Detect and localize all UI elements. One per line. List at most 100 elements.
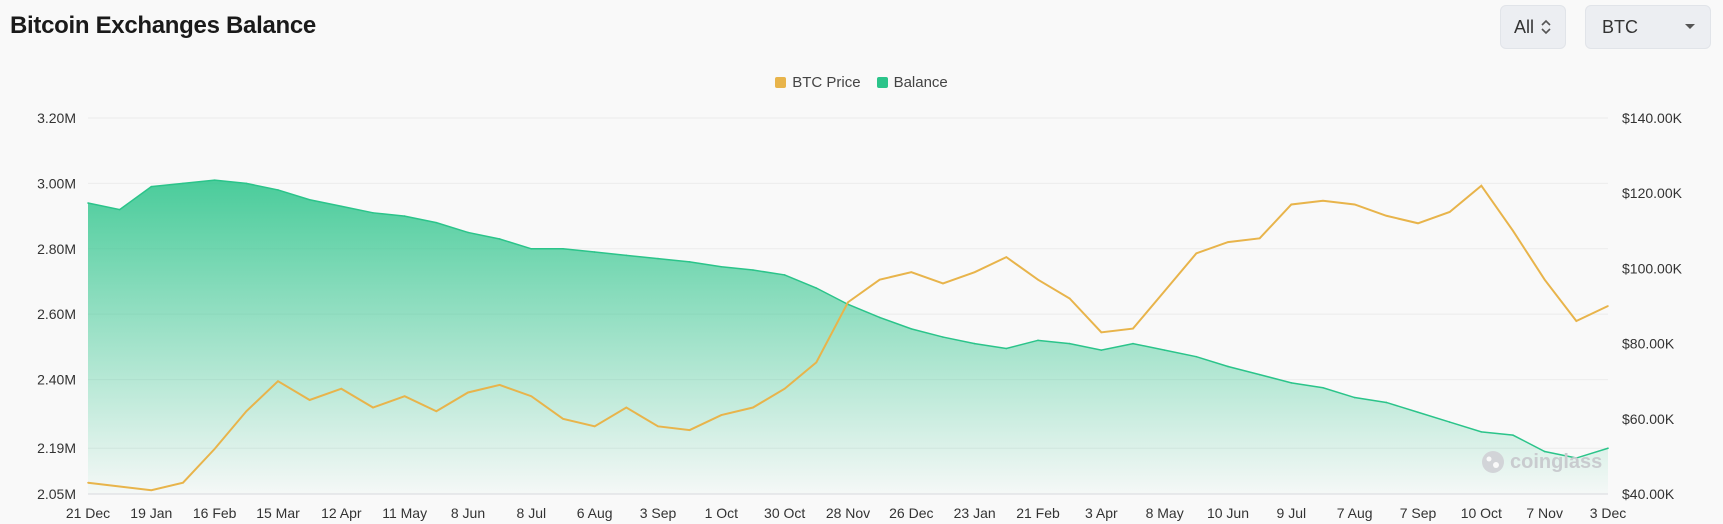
btc-price-point (1575, 320, 1578, 322)
x-tick-label: 7 Aug (1337, 505, 1373, 521)
watermark: coinglass (1480, 448, 1602, 476)
y-right-tick-label: $80.00K (1622, 336, 1675, 352)
y-right-tick-label: $40.00K (1622, 486, 1675, 502)
x-tick-label: 8 Jul (517, 505, 547, 521)
legend-label-balance: Balance (893, 74, 948, 91)
balance-point (1290, 382, 1293, 384)
legend-item-btc-price[interactable]: BTC Price (775, 74, 861, 91)
balance-point (1448, 421, 1451, 423)
btc-price-point (942, 282, 944, 285)
legend-label-btc-price: BTC Price (792, 74, 861, 91)
balance-point (1005, 347, 1008, 350)
btc-price-point (467, 391, 469, 394)
updown-chevron-icon (1541, 6, 1551, 48)
btc-price-point (878, 278, 881, 281)
x-tick-label: 30 Oct (764, 505, 805, 521)
btc-price-point (245, 410, 248, 413)
btc-price-point (1005, 256, 1008, 258)
y-right-tick-label: $100.00K (1622, 260, 1683, 276)
balance-point (87, 202, 89, 204)
balance-point (530, 247, 533, 250)
balance-point (1100, 349, 1103, 351)
balance-point (1258, 373, 1261, 376)
x-tick-label: 16 Feb (193, 505, 237, 521)
coinglass-logo-icon (1482, 451, 1504, 473)
x-tick-label: 9 Jul (1277, 505, 1307, 521)
balance-point (1227, 365, 1229, 368)
y-left-tick-label: 3.20M (37, 110, 76, 126)
balance-point (372, 212, 374, 214)
legend-swatch-btc-price (775, 77, 787, 88)
balance-point (815, 287, 818, 289)
balance-point (942, 336, 944, 338)
balance-point (783, 274, 786, 276)
balance-point (277, 189, 279, 191)
btc-price-point (847, 301, 849, 304)
btc-price-point (435, 410, 438, 413)
balance-point (1353, 396, 1356, 399)
balance-point (435, 221, 438, 224)
unit-select[interactable]: BTC (1585, 5, 1711, 49)
x-tick-label: 7 Nov (1526, 505, 1563, 521)
y-right-tick-label: $140.00K (1622, 110, 1683, 126)
btc-price-point (403, 395, 406, 398)
y-left-tick-label: 2.19M (37, 440, 76, 456)
x-tick-label: 21 Dec (66, 505, 110, 521)
balance-point (1480, 431, 1483, 433)
btc-price-point (815, 361, 818, 364)
range-select-label: All (1514, 16, 1535, 37)
legend-item-balance[interactable]: Balance (876, 74, 948, 91)
y-left-tick-label: 2.05M (37, 486, 76, 502)
x-tick-label: 10 Jun (1207, 505, 1249, 521)
balance-point (1417, 411, 1419, 414)
balance-point (403, 215, 406, 217)
balance-point (1512, 434, 1514, 436)
x-tick-label: 6 Aug (577, 505, 613, 521)
btc-price-point (657, 425, 659, 428)
x-tick-label: 28 Nov (826, 505, 870, 521)
y-right-tick-label: $120.00K (1622, 185, 1683, 201)
balance-point (593, 251, 596, 253)
balance-point (562, 247, 564, 250)
btc-price-point (1322, 199, 1324, 202)
balance-point (245, 182, 248, 185)
x-tick-label: 26 Dec (889, 505, 933, 521)
btc-price-point (118, 485, 121, 488)
balance-point (688, 261, 691, 263)
x-tick-label: 12 Apr (321, 505, 362, 521)
balance-point (1163, 349, 1166, 351)
y-right-tick-label: $60.00K (1622, 411, 1675, 427)
balance-area (88, 180, 1608, 494)
balance-point (752, 269, 754, 271)
btc-price-point (1512, 230, 1514, 232)
btc-price-point (1448, 211, 1451, 213)
page-title: Bitcoin Exchanges Balance (10, 12, 316, 39)
balance-point (1068, 342, 1071, 345)
btc-price-point (530, 395, 533, 398)
btc-price-point (87, 481, 89, 484)
x-tick-label: 15 Mar (256, 505, 300, 521)
btc-price-point (1290, 203, 1293, 206)
btc-price-point (910, 271, 913, 273)
balance-point (213, 179, 216, 181)
x-tick-label: 7 Sep (1400, 505, 1437, 521)
btc-price-point (498, 384, 501, 386)
x-tick-label: 3 Dec (1590, 505, 1627, 521)
btc-price-point (182, 481, 184, 484)
btc-price-point (340, 387, 343, 390)
btc-price-point (752, 406, 754, 409)
btc-price-point (1417, 222, 1419, 225)
balance-point (182, 182, 184, 185)
btc-price-point (1037, 278, 1039, 281)
x-tick-label: 3 Apr (1085, 505, 1118, 521)
x-tick-label: 1 Oct (705, 505, 739, 521)
btc-price-point (1385, 214, 1388, 217)
balance-point (150, 185, 153, 188)
balance-point (1195, 355, 1198, 358)
x-tick-label: 3 Sep (640, 505, 677, 521)
btc-price-point (973, 271, 976, 273)
range-select[interactable]: All (1500, 5, 1566, 49)
balance-point (910, 328, 913, 330)
legend-swatch-balance (876, 77, 888, 88)
